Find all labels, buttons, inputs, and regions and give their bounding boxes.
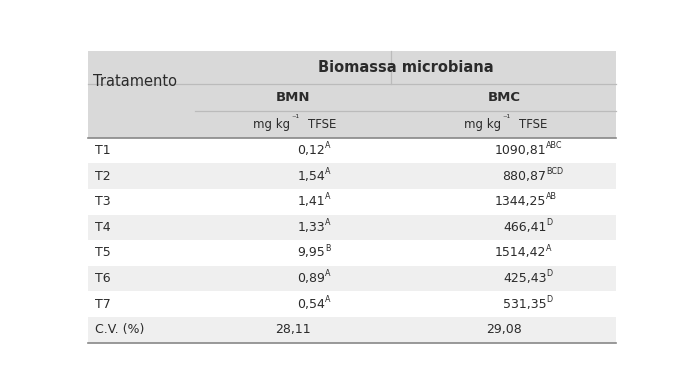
- Text: A: A: [325, 218, 331, 227]
- Text: C.V. (%): C.V. (%): [95, 323, 144, 336]
- Bar: [88, 215, 616, 240]
- Text: 531,35: 531,35: [503, 298, 547, 311]
- Text: TFSE: TFSE: [308, 118, 336, 131]
- Text: 29,08: 29,08: [486, 323, 522, 336]
- Bar: [88, 240, 616, 266]
- Text: 0,89: 0,89: [297, 272, 325, 285]
- Bar: [88, 189, 616, 215]
- Text: 1344,25: 1344,25: [495, 195, 547, 208]
- Text: 1514,42: 1514,42: [495, 246, 547, 259]
- Text: 425,43: 425,43: [503, 272, 547, 285]
- Bar: [88, 51, 616, 84]
- Text: BMC: BMC: [487, 91, 521, 104]
- Text: T4: T4: [95, 221, 110, 234]
- Text: T6: T6: [95, 272, 110, 285]
- Bar: [88, 317, 616, 342]
- Text: TFSE: TFSE: [519, 118, 547, 131]
- Text: 1,41: 1,41: [297, 195, 325, 208]
- Text: BMN: BMN: [276, 91, 310, 104]
- Text: A: A: [325, 269, 331, 278]
- Text: ABC: ABC: [547, 141, 563, 150]
- Text: 1,33: 1,33: [297, 221, 325, 234]
- Text: ⁻¹: ⁻¹: [292, 114, 300, 123]
- Text: A: A: [325, 141, 331, 150]
- Text: BCD: BCD: [547, 167, 564, 176]
- Text: A: A: [325, 193, 331, 202]
- Text: A: A: [325, 295, 331, 304]
- Text: A: A: [325, 167, 331, 176]
- Text: B: B: [325, 244, 331, 253]
- Text: Tratamento: Tratamento: [93, 74, 177, 89]
- Text: 0,12: 0,12: [297, 144, 325, 157]
- Text: T2: T2: [95, 170, 110, 183]
- Text: mg kg: mg kg: [464, 118, 501, 131]
- Text: 1090,81: 1090,81: [495, 144, 547, 157]
- Text: 1,54: 1,54: [297, 170, 325, 183]
- Text: D: D: [547, 269, 552, 278]
- Bar: [88, 266, 616, 291]
- Text: 0,54: 0,54: [297, 298, 325, 311]
- Bar: [88, 163, 616, 189]
- Text: 9,95: 9,95: [297, 246, 325, 259]
- Text: D: D: [547, 295, 552, 304]
- Bar: [88, 111, 616, 138]
- Text: D: D: [547, 218, 552, 227]
- Bar: [88, 138, 616, 163]
- Text: A: A: [547, 244, 552, 253]
- Text: T5: T5: [95, 246, 110, 259]
- Text: 466,41: 466,41: [503, 221, 547, 234]
- Text: T1: T1: [95, 144, 110, 157]
- Text: ⁻¹: ⁻¹: [502, 114, 510, 123]
- Bar: [88, 291, 616, 317]
- Text: T3: T3: [95, 195, 110, 208]
- Text: Biomassa microbiana: Biomassa microbiana: [318, 60, 493, 75]
- Text: T7: T7: [95, 298, 110, 311]
- Text: 880,87: 880,87: [502, 170, 547, 183]
- Text: 28,11: 28,11: [275, 323, 311, 336]
- Text: AB: AB: [547, 193, 558, 202]
- Text: mg kg: mg kg: [253, 118, 290, 131]
- Bar: [88, 84, 616, 111]
